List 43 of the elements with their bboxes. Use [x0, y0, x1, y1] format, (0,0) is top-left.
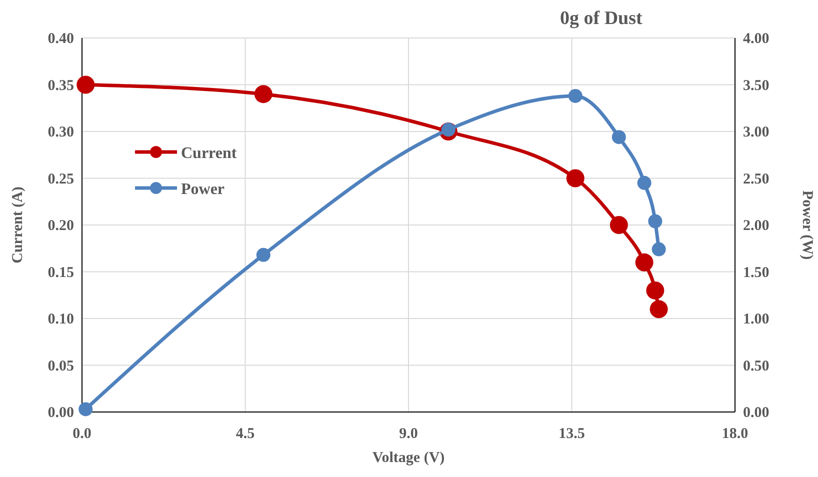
y2-tick-label: 4.00	[743, 31, 770, 47]
point	[566, 169, 584, 188]
point	[648, 214, 662, 228]
point	[652, 242, 666, 256]
y-tick-label: 0.30	[48, 124, 74, 140]
y2-tick-label: 3.00	[743, 124, 770, 140]
y-tick-label: 0.05	[48, 358, 74, 374]
y2-tick-label: 0.00	[743, 405, 770, 421]
legend-label: Power	[181, 181, 225, 198]
y2-tick-label: 1.00	[743, 312, 770, 328]
point	[612, 130, 626, 144]
point	[256, 248, 270, 262]
y2-tick-label: 0.50	[743, 358, 770, 374]
x-tick-label: 0.0	[72, 426, 92, 442]
y-tick-label: 0.10	[48, 312, 74, 328]
y-tick-label: 0.15	[48, 264, 74, 281]
point	[78, 402, 93, 416]
x-tick-label: 4.5	[236, 426, 255, 442]
point	[650, 300, 668, 318]
x-axis-title: Voltage (V)	[372, 450, 445, 466]
x-tick-label: 9.0	[399, 426, 418, 442]
y2-tick-label: 2.00	[743, 218, 770, 234]
point	[637, 176, 652, 190]
point	[76, 76, 95, 94]
y-tick-label: 0.20	[48, 218, 74, 234]
y-axis-title: Current (A)	[10, 186, 26, 264]
point	[646, 281, 664, 300]
point	[568, 88, 582, 103]
chart-title: 0g of Dust	[560, 8, 644, 29]
y-tick-label: 0.35	[48, 78, 74, 94]
point	[254, 85, 272, 104]
point	[610, 216, 628, 234]
y-tick-label: 0.00	[48, 405, 74, 421]
y-tick-label: 0.25	[48, 171, 74, 188]
y2-tick-label: 2.50	[743, 171, 770, 188]
legend-label: Current	[181, 145, 238, 162]
point	[635, 253, 654, 272]
y2-axis-title: Power (W)	[799, 190, 815, 260]
x-tick-label: 18.0	[722, 426, 748, 442]
y-tick-label: 0.40	[48, 31, 74, 47]
x-tick-label: 13.5	[558, 426, 585, 442]
y2-tick-label: 1.50	[743, 264, 770, 281]
y2-tick-label: 3.50	[743, 78, 770, 94]
